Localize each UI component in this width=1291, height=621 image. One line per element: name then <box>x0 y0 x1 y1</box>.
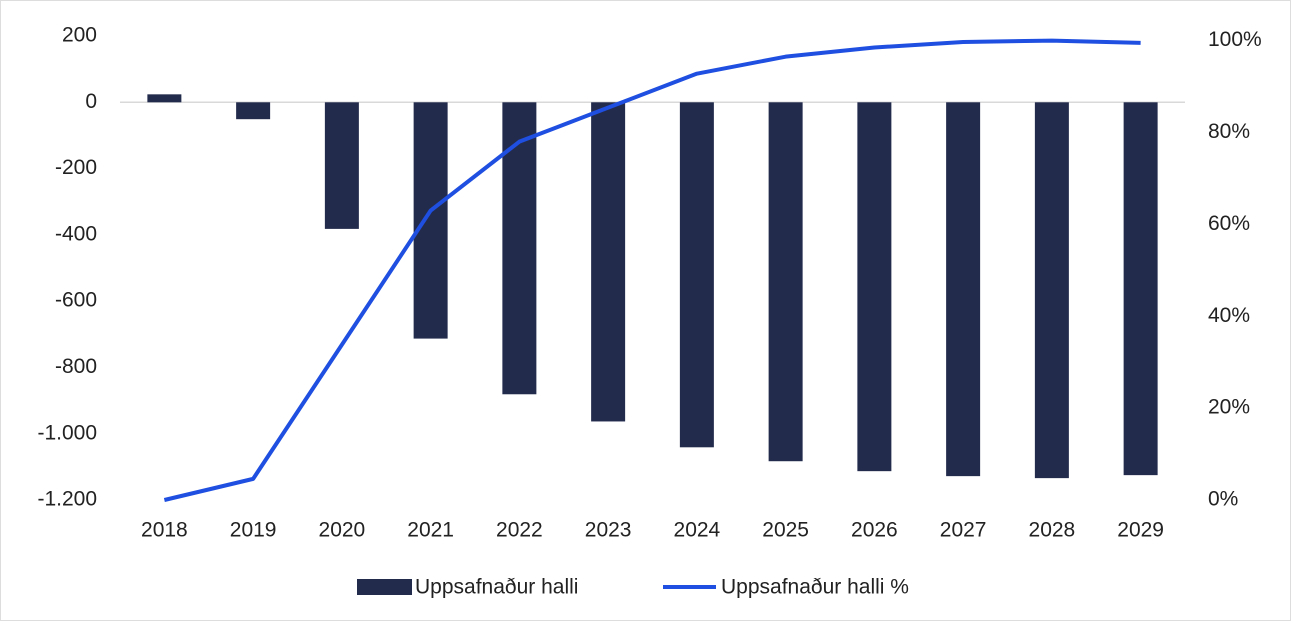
legend-label: Uppsafnaður halli % <box>721 576 909 599</box>
x-tick-label: 2018 <box>141 519 188 542</box>
x-tick-label: 2025 <box>762 519 809 542</box>
bar <box>147 94 182 103</box>
y-tick-label: -400 <box>55 222 97 245</box>
x-tick-label: 2024 <box>674 519 721 542</box>
bar <box>413 102 448 339</box>
x-tick-label: 2028 <box>1029 519 1076 542</box>
y-tick-label: -1.000 <box>37 421 97 444</box>
y-tick-label: 0 <box>85 90 97 113</box>
line <box>163 38 1141 502</box>
x-tick-label: 2027 <box>940 519 987 542</box>
y2-tick-label: 100% <box>1208 28 1262 51</box>
y-tick-label: -600 <box>55 289 97 312</box>
bar <box>324 102 359 229</box>
bar <box>857 102 892 472</box>
y2-tick-label: 20% <box>1208 396 1250 419</box>
bar <box>236 102 271 120</box>
x-tick-label: 2022 <box>496 519 543 542</box>
y2-tick-label: 0% <box>1208 488 1238 511</box>
x-tick-label: 2029 <box>1117 519 1164 542</box>
bar <box>1034 102 1069 479</box>
x-tick-label: 2019 <box>230 519 277 542</box>
y-tick-label: -1.200 <box>37 488 97 511</box>
bar <box>946 102 981 477</box>
legend-swatch <box>357 579 412 595</box>
legend-label: Uppsafnaður halli <box>415 576 578 599</box>
x-tick-label: 2023 <box>585 519 632 542</box>
y2-tick-label: 40% <box>1208 304 1250 327</box>
y2-tick-label: 80% <box>1208 120 1250 143</box>
bar <box>768 102 803 462</box>
x-tick-label: 2021 <box>407 519 454 542</box>
y-tick-label: -200 <box>55 156 97 179</box>
x-tick-label: 2026 <box>851 519 898 542</box>
bar <box>591 102 626 422</box>
y-tick-label: -800 <box>55 355 97 378</box>
bar <box>1123 102 1158 476</box>
x-tick-label: 2020 <box>319 519 366 542</box>
y-tick-label: 200 <box>62 24 97 47</box>
bar <box>502 102 537 395</box>
y2-tick-label: 60% <box>1208 212 1250 235</box>
bar <box>679 102 714 448</box>
